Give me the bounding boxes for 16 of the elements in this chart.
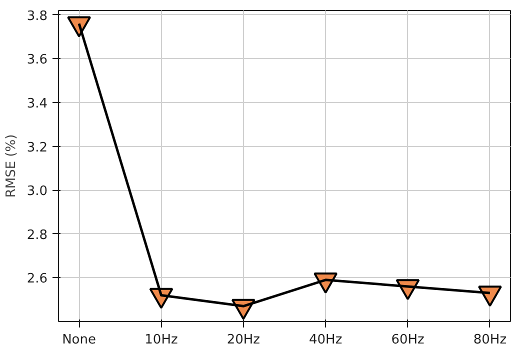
y-tick-label: 3.2 bbox=[26, 140, 48, 156]
y-tick-label: 2.8 bbox=[26, 228, 48, 243]
x-tick-label: 10Hz bbox=[144, 332, 178, 348]
x-tick-label: 40Hz bbox=[309, 332, 342, 348]
x-tick-label: 80Hz bbox=[473, 332, 507, 348]
y-tick-label: 3.4 bbox=[26, 96, 48, 112]
point bbox=[478, 286, 502, 307]
x-tick-label: 60Hz bbox=[391, 332, 425, 348]
y-tick-label: 3.8 bbox=[26, 8, 48, 24]
x-tick-label: 20Hz bbox=[226, 332, 260, 348]
y-tick-label: 3.0 bbox=[26, 184, 48, 200]
y-axis-title: RMSE (%) bbox=[4, 134, 19, 198]
y-tick-label: 2.6 bbox=[26, 272, 48, 287]
y-tick-label: 3.6 bbox=[26, 52, 48, 68]
x-tick-label: None bbox=[62, 332, 96, 348]
point bbox=[67, 16, 92, 38]
